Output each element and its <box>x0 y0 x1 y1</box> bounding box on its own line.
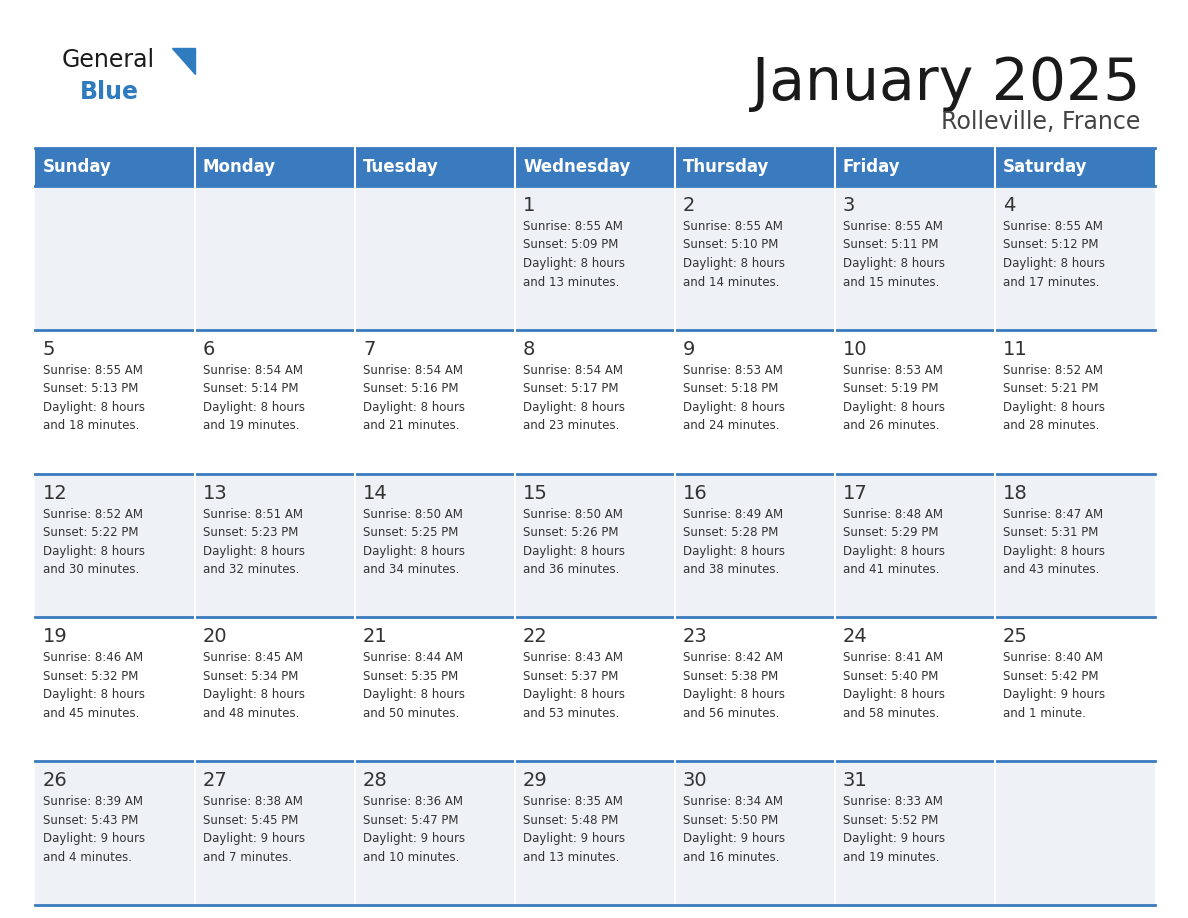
Text: Monday: Monday <box>203 158 276 176</box>
Text: Sunrise: 8:33 AM
Sunset: 5:52 PM
Daylight: 9 hours
and 19 minutes.: Sunrise: 8:33 AM Sunset: 5:52 PM Dayligh… <box>843 795 946 864</box>
Text: Sunrise: 8:55 AM
Sunset: 5:13 PM
Daylight: 8 hours
and 18 minutes.: Sunrise: 8:55 AM Sunset: 5:13 PM Dayligh… <box>43 364 145 432</box>
Text: Rolleville, France: Rolleville, France <box>941 110 1140 134</box>
Text: General: General <box>62 48 156 72</box>
Text: Sunrise: 8:50 AM
Sunset: 5:26 PM
Daylight: 8 hours
and 36 minutes.: Sunrise: 8:50 AM Sunset: 5:26 PM Dayligh… <box>523 508 625 577</box>
Text: Sunrise: 8:44 AM
Sunset: 5:35 PM
Daylight: 8 hours
and 50 minutes.: Sunrise: 8:44 AM Sunset: 5:35 PM Dayligh… <box>364 652 465 720</box>
Text: 9: 9 <box>683 340 695 359</box>
Text: Saturday: Saturday <box>1003 158 1087 176</box>
Text: Sunrise: 8:41 AM
Sunset: 5:40 PM
Daylight: 8 hours
and 58 minutes.: Sunrise: 8:41 AM Sunset: 5:40 PM Dayligh… <box>843 652 944 720</box>
Text: Sunrise: 8:42 AM
Sunset: 5:38 PM
Daylight: 8 hours
and 56 minutes.: Sunrise: 8:42 AM Sunset: 5:38 PM Dayligh… <box>683 652 785 720</box>
Bar <box>34 330 1155 474</box>
Text: Sunrise: 8:34 AM
Sunset: 5:50 PM
Daylight: 9 hours
and 16 minutes.: Sunrise: 8:34 AM Sunset: 5:50 PM Dayligh… <box>683 795 785 864</box>
Text: 23: 23 <box>683 627 708 646</box>
Bar <box>195 148 355 186</box>
Bar <box>675 148 835 186</box>
Text: Sunrise: 8:35 AM
Sunset: 5:48 PM
Daylight: 9 hours
and 13 minutes.: Sunrise: 8:35 AM Sunset: 5:48 PM Dayligh… <box>523 795 625 864</box>
Bar <box>355 148 516 186</box>
Text: Sunrise: 8:54 AM
Sunset: 5:14 PM
Daylight: 8 hours
and 19 minutes.: Sunrise: 8:54 AM Sunset: 5:14 PM Dayligh… <box>203 364 305 432</box>
Text: Sunrise: 8:53 AM
Sunset: 5:19 PM
Daylight: 8 hours
and 26 minutes.: Sunrise: 8:53 AM Sunset: 5:19 PM Dayligh… <box>843 364 944 432</box>
Text: Sunrise: 8:43 AM
Sunset: 5:37 PM
Daylight: 8 hours
and 53 minutes.: Sunrise: 8:43 AM Sunset: 5:37 PM Dayligh… <box>523 652 625 720</box>
Text: Wednesday: Wednesday <box>523 158 631 176</box>
Text: 2: 2 <box>683 196 695 215</box>
Text: 24: 24 <box>843 627 867 646</box>
Bar <box>34 618 1155 761</box>
Text: Sunrise: 8:51 AM
Sunset: 5:23 PM
Daylight: 8 hours
and 32 minutes.: Sunrise: 8:51 AM Sunset: 5:23 PM Dayligh… <box>203 508 305 577</box>
Text: 13: 13 <box>203 484 228 502</box>
Text: Sunrise: 8:55 AM
Sunset: 5:09 PM
Daylight: 8 hours
and 13 minutes.: Sunrise: 8:55 AM Sunset: 5:09 PM Dayligh… <box>523 220 625 288</box>
Text: 10: 10 <box>843 340 867 359</box>
Text: 14: 14 <box>364 484 387 502</box>
Text: Sunrise: 8:49 AM
Sunset: 5:28 PM
Daylight: 8 hours
and 38 minutes.: Sunrise: 8:49 AM Sunset: 5:28 PM Dayligh… <box>683 508 785 577</box>
Text: 28: 28 <box>364 771 387 790</box>
Text: January 2025: January 2025 <box>752 55 1140 112</box>
Bar <box>34 148 195 186</box>
Text: 29: 29 <box>523 771 548 790</box>
Text: Sunrise: 8:45 AM
Sunset: 5:34 PM
Daylight: 8 hours
and 48 minutes.: Sunrise: 8:45 AM Sunset: 5:34 PM Dayligh… <box>203 652 305 720</box>
Text: 21: 21 <box>364 627 387 646</box>
Text: Sunrise: 8:39 AM
Sunset: 5:43 PM
Daylight: 9 hours
and 4 minutes.: Sunrise: 8:39 AM Sunset: 5:43 PM Dayligh… <box>43 795 145 864</box>
Text: Sunrise: 8:54 AM
Sunset: 5:17 PM
Daylight: 8 hours
and 23 minutes.: Sunrise: 8:54 AM Sunset: 5:17 PM Dayligh… <box>523 364 625 432</box>
Bar <box>996 148 1155 186</box>
Text: 16: 16 <box>683 484 708 502</box>
Text: 1: 1 <box>523 196 536 215</box>
Bar <box>34 761 1155 905</box>
Text: 27: 27 <box>203 771 228 790</box>
Bar <box>516 148 675 186</box>
Text: Tuesday: Tuesday <box>364 158 438 176</box>
Text: Sunrise: 8:47 AM
Sunset: 5:31 PM
Daylight: 8 hours
and 43 minutes.: Sunrise: 8:47 AM Sunset: 5:31 PM Dayligh… <box>1003 508 1105 577</box>
Text: Sunrise: 8:48 AM
Sunset: 5:29 PM
Daylight: 8 hours
and 41 minutes.: Sunrise: 8:48 AM Sunset: 5:29 PM Dayligh… <box>843 508 944 577</box>
Text: Sunrise: 8:54 AM
Sunset: 5:16 PM
Daylight: 8 hours
and 21 minutes.: Sunrise: 8:54 AM Sunset: 5:16 PM Dayligh… <box>364 364 465 432</box>
Text: Sunrise: 8:40 AM
Sunset: 5:42 PM
Daylight: 9 hours
and 1 minute.: Sunrise: 8:40 AM Sunset: 5:42 PM Dayligh… <box>1003 652 1105 720</box>
Text: 26: 26 <box>43 771 68 790</box>
Text: Sunrise: 8:55 AM
Sunset: 5:12 PM
Daylight: 8 hours
and 17 minutes.: Sunrise: 8:55 AM Sunset: 5:12 PM Dayligh… <box>1003 220 1105 288</box>
Text: Sunrise: 8:50 AM
Sunset: 5:25 PM
Daylight: 8 hours
and 34 minutes.: Sunrise: 8:50 AM Sunset: 5:25 PM Dayligh… <box>364 508 465 577</box>
Text: 15: 15 <box>523 484 548 502</box>
Text: Sunrise: 8:38 AM
Sunset: 5:45 PM
Daylight: 9 hours
and 7 minutes.: Sunrise: 8:38 AM Sunset: 5:45 PM Dayligh… <box>203 795 305 864</box>
Text: Friday: Friday <box>843 158 901 176</box>
Text: 17: 17 <box>843 484 867 502</box>
Text: 22: 22 <box>523 627 548 646</box>
Text: 6: 6 <box>203 340 215 359</box>
Text: 8: 8 <box>523 340 536 359</box>
Polygon shape <box>172 48 195 74</box>
Text: Sunday: Sunday <box>43 158 112 176</box>
Text: 18: 18 <box>1003 484 1028 502</box>
Bar <box>34 186 1155 330</box>
Text: Sunrise: 8:55 AM
Sunset: 5:11 PM
Daylight: 8 hours
and 15 minutes.: Sunrise: 8:55 AM Sunset: 5:11 PM Dayligh… <box>843 220 944 288</box>
Text: Sunrise: 8:46 AM
Sunset: 5:32 PM
Daylight: 8 hours
and 45 minutes.: Sunrise: 8:46 AM Sunset: 5:32 PM Dayligh… <box>43 652 145 720</box>
Text: 7: 7 <box>364 340 375 359</box>
Text: 4: 4 <box>1003 196 1016 215</box>
Text: 3: 3 <box>843 196 855 215</box>
Text: Sunrise: 8:52 AM
Sunset: 5:22 PM
Daylight: 8 hours
and 30 minutes.: Sunrise: 8:52 AM Sunset: 5:22 PM Dayligh… <box>43 508 145 577</box>
Text: 5: 5 <box>43 340 56 359</box>
Text: Thursday: Thursday <box>683 158 770 176</box>
Text: Sunrise: 8:52 AM
Sunset: 5:21 PM
Daylight: 8 hours
and 28 minutes.: Sunrise: 8:52 AM Sunset: 5:21 PM Dayligh… <box>1003 364 1105 432</box>
Text: 25: 25 <box>1003 627 1028 646</box>
Text: Sunrise: 8:36 AM
Sunset: 5:47 PM
Daylight: 9 hours
and 10 minutes.: Sunrise: 8:36 AM Sunset: 5:47 PM Dayligh… <box>364 795 466 864</box>
Text: 19: 19 <box>43 627 68 646</box>
Text: Sunrise: 8:55 AM
Sunset: 5:10 PM
Daylight: 8 hours
and 14 minutes.: Sunrise: 8:55 AM Sunset: 5:10 PM Dayligh… <box>683 220 785 288</box>
Text: 20: 20 <box>203 627 228 646</box>
Text: 30: 30 <box>683 771 708 790</box>
Bar <box>34 474 1155 618</box>
Text: Sunrise: 8:53 AM
Sunset: 5:18 PM
Daylight: 8 hours
and 24 minutes.: Sunrise: 8:53 AM Sunset: 5:18 PM Dayligh… <box>683 364 785 432</box>
Text: 12: 12 <box>43 484 68 502</box>
Text: Blue: Blue <box>80 80 139 104</box>
Text: 11: 11 <box>1003 340 1028 359</box>
Text: 31: 31 <box>843 771 867 790</box>
Bar <box>835 148 996 186</box>
Bar <box>34 148 1155 905</box>
